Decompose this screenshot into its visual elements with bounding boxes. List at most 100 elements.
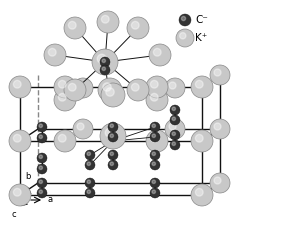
Circle shape	[214, 123, 221, 130]
Circle shape	[106, 88, 114, 96]
Circle shape	[132, 21, 139, 29]
Circle shape	[127, 79, 149, 101]
Circle shape	[170, 115, 180, 125]
Circle shape	[54, 130, 76, 152]
Circle shape	[58, 134, 66, 142]
Circle shape	[37, 164, 47, 174]
Circle shape	[150, 132, 160, 142]
Circle shape	[100, 65, 110, 75]
Circle shape	[110, 162, 114, 166]
Circle shape	[39, 166, 42, 169]
Circle shape	[165, 78, 185, 98]
Circle shape	[108, 150, 118, 160]
Circle shape	[97, 11, 119, 33]
Circle shape	[37, 153, 47, 163]
Circle shape	[152, 180, 155, 184]
Circle shape	[13, 134, 21, 142]
Circle shape	[150, 134, 158, 142]
Circle shape	[132, 83, 139, 91]
Circle shape	[44, 44, 66, 66]
Circle shape	[77, 123, 84, 130]
Circle shape	[150, 178, 160, 188]
Circle shape	[172, 117, 176, 121]
Circle shape	[210, 173, 230, 193]
Circle shape	[146, 130, 168, 152]
Circle shape	[85, 178, 95, 188]
Circle shape	[64, 17, 86, 39]
Circle shape	[68, 83, 76, 91]
Circle shape	[150, 160, 160, 170]
Circle shape	[92, 49, 118, 75]
Circle shape	[9, 76, 31, 98]
Circle shape	[146, 76, 168, 98]
Circle shape	[191, 130, 213, 152]
Circle shape	[64, 79, 86, 101]
Circle shape	[97, 54, 106, 63]
Circle shape	[100, 57, 110, 67]
Circle shape	[150, 122, 160, 132]
Circle shape	[103, 83, 111, 91]
Circle shape	[152, 134, 155, 137]
Circle shape	[39, 124, 42, 128]
Circle shape	[85, 160, 95, 170]
Circle shape	[108, 122, 118, 132]
Circle shape	[87, 190, 90, 194]
Circle shape	[149, 44, 171, 66]
Circle shape	[110, 152, 114, 155]
Circle shape	[87, 162, 90, 166]
Text: K⁺: K⁺	[195, 33, 207, 43]
Circle shape	[165, 119, 185, 139]
Circle shape	[172, 132, 176, 135]
Circle shape	[39, 135, 42, 139]
Text: C⁻: C⁻	[195, 15, 208, 25]
Circle shape	[39, 180, 42, 184]
Circle shape	[73, 78, 93, 98]
Circle shape	[37, 122, 47, 132]
Circle shape	[54, 76, 76, 98]
Circle shape	[195, 134, 203, 142]
Circle shape	[169, 82, 176, 89]
Circle shape	[105, 128, 114, 137]
Circle shape	[210, 65, 230, 85]
Circle shape	[101, 83, 125, 107]
Circle shape	[48, 48, 56, 56]
Circle shape	[39, 155, 42, 158]
Circle shape	[179, 14, 191, 26]
Circle shape	[39, 190, 42, 194]
Circle shape	[176, 29, 194, 47]
Text: c: c	[11, 210, 16, 219]
Circle shape	[150, 188, 160, 198]
Circle shape	[73, 119, 93, 139]
Circle shape	[150, 80, 158, 88]
Circle shape	[102, 67, 105, 70]
Circle shape	[77, 82, 84, 89]
Circle shape	[150, 150, 160, 160]
Circle shape	[9, 184, 31, 206]
Circle shape	[68, 21, 76, 29]
Circle shape	[98, 78, 122, 102]
Circle shape	[101, 15, 109, 23]
Circle shape	[191, 76, 213, 98]
Circle shape	[214, 177, 221, 184]
Circle shape	[58, 80, 66, 88]
Circle shape	[152, 152, 155, 155]
Circle shape	[108, 132, 118, 142]
Circle shape	[153, 48, 161, 56]
Circle shape	[172, 107, 176, 110]
Circle shape	[170, 140, 180, 150]
Circle shape	[13, 188, 21, 196]
Circle shape	[37, 188, 47, 198]
Circle shape	[146, 89, 168, 111]
Circle shape	[214, 69, 221, 76]
Circle shape	[87, 152, 90, 155]
Circle shape	[170, 130, 180, 140]
Circle shape	[210, 119, 230, 139]
Circle shape	[110, 124, 114, 128]
Circle shape	[100, 123, 126, 149]
Circle shape	[169, 123, 176, 130]
Circle shape	[13, 80, 21, 88]
Circle shape	[172, 142, 176, 146]
Circle shape	[180, 33, 186, 39]
Circle shape	[195, 80, 203, 88]
Circle shape	[195, 188, 203, 196]
